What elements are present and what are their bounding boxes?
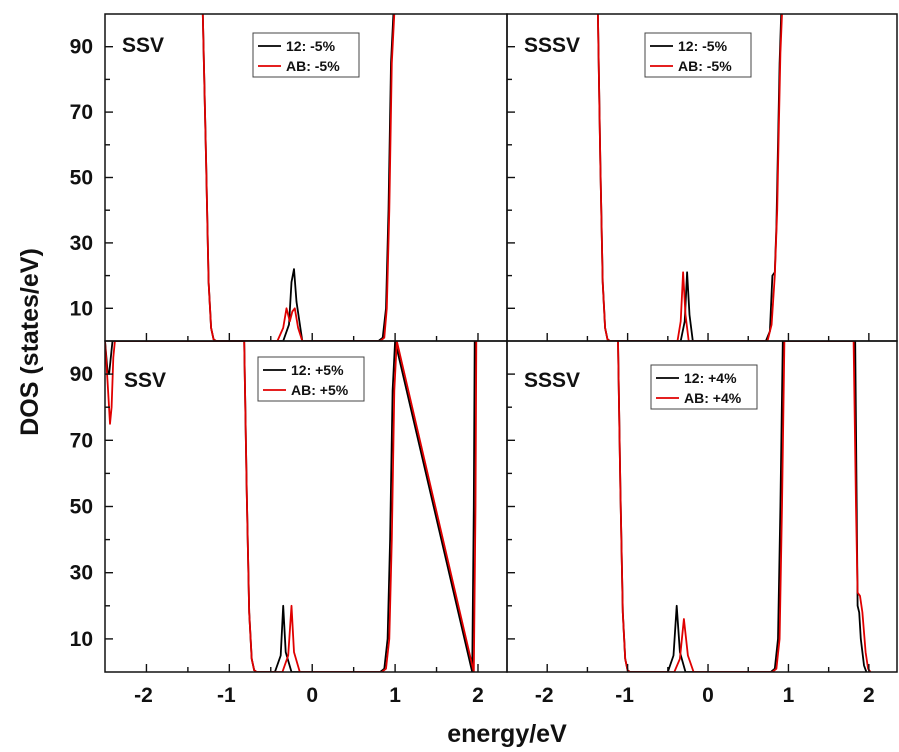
series-line-red <box>105 341 478 672</box>
panel-1-plot <box>201 14 396 341</box>
x-tick-label: 1 <box>783 684 795 707</box>
x-tick-label: 2 <box>472 684 484 707</box>
legend-label: 12: -5% <box>286 38 336 54</box>
legend-label: AB: -5% <box>678 58 732 74</box>
y-tick-label: 10 <box>70 628 93 651</box>
y-tick-label: 90 <box>70 36 93 59</box>
legend-box <box>650 364 758 410</box>
panel-2-label: SSSV <box>524 34 580 57</box>
x-tick-label: -2 <box>535 684 554 707</box>
panel-3-label: SSV <box>124 369 166 392</box>
legend-label: AB: +4% <box>684 390 742 406</box>
y-tick-label: 30 <box>70 562 93 585</box>
series-line-red <box>201 14 396 341</box>
legend-box <box>644 32 752 78</box>
panel-4-label: SSSV <box>524 369 580 392</box>
legend-label: 12: +5% <box>291 362 344 378</box>
x-tick-label: -2 <box>134 684 153 707</box>
series-line-black <box>105 341 476 672</box>
y-tick-label: 70 <box>70 101 93 124</box>
legend-label: 12: +4% <box>684 370 737 386</box>
y-tick-label: 50 <box>70 167 93 190</box>
legend-box <box>252 32 360 78</box>
x-tick-label: -1 <box>615 684 634 707</box>
x-axis-title: energy/eV <box>447 720 567 748</box>
legends-group: SSV 12: -5% AB: -5% SSSV 12: -5% AB: -5% SSV 12… <box>122 32 758 410</box>
x-tick-label: 0 <box>702 684 714 707</box>
y-tick-label: 70 <box>70 429 93 452</box>
legend-label: AB: -5% <box>286 58 340 74</box>
panels-group <box>105 14 872 672</box>
x-tick-label: 0 <box>306 684 318 707</box>
x-tick-label: 1 <box>389 684 401 707</box>
panel-1-label: SSV <box>122 34 164 57</box>
legend-box <box>257 356 365 402</box>
series-line-red <box>597 14 783 341</box>
legend-label: AB: +5% <box>291 382 349 398</box>
legend-label: 12: -5% <box>678 38 728 54</box>
y-tick-label: 50 <box>70 496 93 519</box>
panel-3-plot <box>105 341 478 672</box>
axis-ticks: 10 30 50 70 90 10 30 50 70 90 -2 -1 0 1 2 -2 -1 0 1 2 <box>70 36 875 707</box>
y-tick-label: 10 <box>70 297 93 320</box>
x-tick-label: -1 <box>217 684 236 707</box>
x-tick-label: 2 <box>863 684 875 707</box>
panel-2-plot <box>597 14 783 341</box>
y-tick-label: 90 <box>70 363 93 386</box>
y-tick-label: 30 <box>70 232 93 255</box>
y-axis-title: DOS (states/eV) <box>16 248 44 436</box>
